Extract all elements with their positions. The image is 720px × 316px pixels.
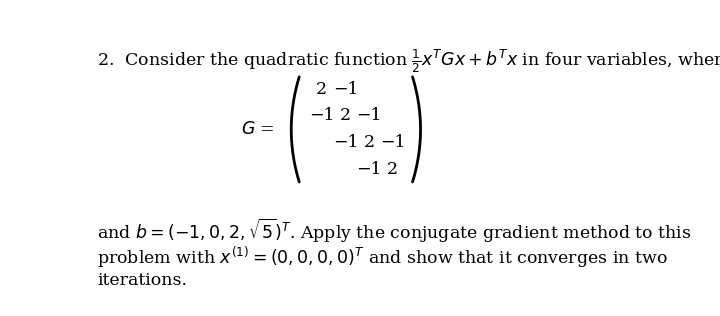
Text: −1: −1	[379, 134, 405, 151]
Text: −1: −1	[356, 107, 382, 124]
Text: problem with $x^{(1)} = (0, 0, 0, 0)^T$ and show that it converges in two: problem with $x^{(1)} = (0, 0, 0, 0)^T$ …	[97, 245, 668, 270]
Text: −1: −1	[333, 81, 359, 98]
Text: −1: −1	[309, 107, 334, 124]
Text: 2: 2	[316, 81, 327, 98]
Text: −1: −1	[356, 161, 382, 178]
Text: 2: 2	[340, 107, 351, 124]
Text: and $b = (-1, 0, 2, \sqrt{5})^T$. Apply the conjugate gradient method to this: and $b = (-1, 0, 2, \sqrt{5})^T$. Apply …	[97, 217, 692, 245]
Text: 2.  Consider the quadratic function $\frac{1}{2}x^TGx + b^Tx$ in four variables,: 2. Consider the quadratic function $\fra…	[97, 48, 720, 75]
Text: iterations.: iterations.	[97, 271, 187, 289]
Text: 2: 2	[364, 134, 374, 151]
Text: −1: −1	[333, 134, 359, 151]
Text: 2: 2	[387, 161, 398, 178]
Text: $G$ =: $G$ =	[240, 121, 274, 138]
